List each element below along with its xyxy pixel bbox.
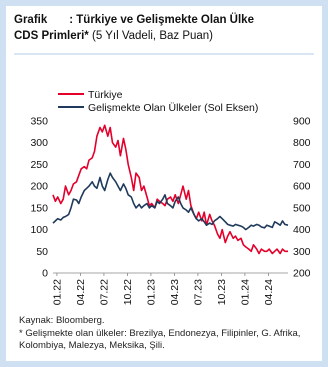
title-line-1: Grafik : Türkiye ve Gelişmekte Olan Ülke [14,12,314,28]
legend: Türkiye Gelişmekte Olan Ülkeler (Sol Eks… [58,89,258,114]
footnote: * Gelişmekte olan ülkeler: Brezilya, End… [19,327,301,352]
x-axis-ticks: 01.22 04.22 07.22 10.22 01.23 04.23 07.23 10.23… [51,273,275,305]
left-tick-label: 350 [30,116,48,128]
x-tick-label: 04.24 [263,279,275,305]
title-main: : Türkiye ve Gelişmekte Olan Ülke [69,14,254,26]
title-line-2: CDS Primleri* (5 Yıl Vadeli, Baz Puan) [14,28,314,44]
figure-label: Grafik [14,14,48,26]
right-axis-ticks: 200 300 400 500 600 700 800 900 [293,116,311,280]
legend-label-emerging: Gelişmekte Olan Ülkeler (Sol Eksen) [88,102,258,114]
right-tick-label: 400 [293,224,311,236]
left-tick-label: 0 [42,268,48,280]
legend-label-turkiye: Türkiye [88,89,123,101]
right-tick-label: 500 [293,202,311,214]
right-tick-label: 600 [293,181,311,193]
title-continuation: CDS Primleri* [14,30,89,42]
left-tick-label: 250 [30,159,48,171]
right-tick-label: 700 [293,159,311,171]
right-tick-label: 900 [293,116,311,128]
x-tick-label: 04.23 [169,279,181,305]
title-divider [14,53,314,55]
figure-title: Grafik: Türkiye ve Gelişmekte Olan Ülke … [14,12,314,44]
cds-line-chart: Türkiye Gelişmekte Olan Ülkeler (Sol Eks… [30,89,311,305]
x-tick-label: 07.23 [192,279,204,305]
left-tick-label: 300 [30,137,48,149]
series-line-turkiye [52,124,288,255]
x-tick-label: 04.22 [75,279,87,305]
left-tick-label: 50 [36,246,48,258]
right-tick-label: 300 [293,246,311,258]
title-subtitle: (5 Yıl Vadeli, Baz Puan) [91,30,214,42]
x-tick-label: 10.23 [216,279,228,305]
notes: Kaynak: Bloomberg. * Gelişmekte olan ülk… [19,315,319,353]
x-tick-label: 01.23 [145,279,157,305]
right-tick-label: 200 [293,268,311,280]
x-tick-label: 01.22 [51,279,63,305]
x-tick-label: 10.22 [122,279,134,305]
left-tick-label: 100 [30,224,48,236]
series-line-emerging [52,172,289,231]
x-tick-label: 07.22 [98,279,110,305]
series-lines [52,124,289,255]
right-tick-label: 800 [293,137,311,149]
source-note: Kaynak: Bloomberg. [19,315,105,326]
x-tick-label: 01.24 [239,279,251,305]
left-tick-label: 150 [30,202,48,214]
left-tick-label: 200 [30,181,48,193]
left-axis-ticks: 0 50 100 150 200 250 300 350 [30,116,48,280]
